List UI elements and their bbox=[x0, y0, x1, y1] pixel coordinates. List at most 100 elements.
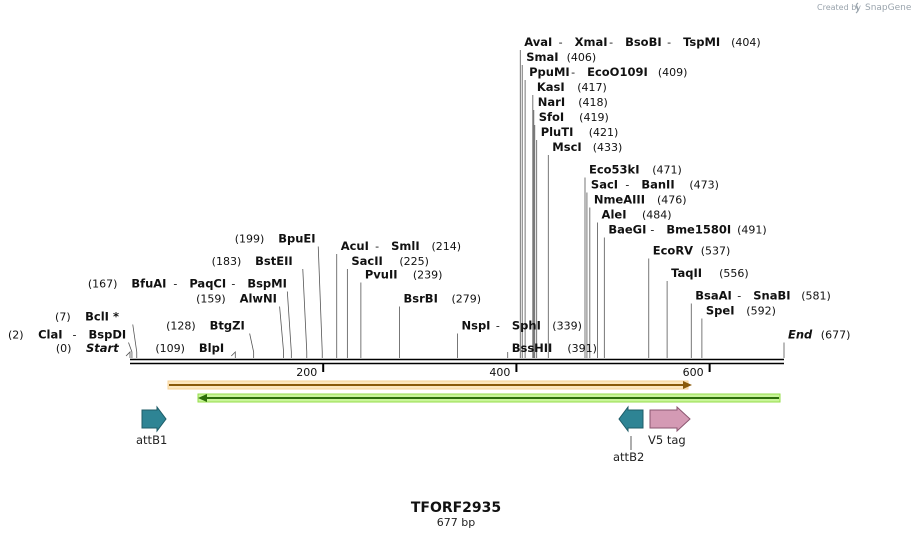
site-connector-line bbox=[249, 333, 255, 358]
site-position: (421) bbox=[589, 126, 619, 139]
site-separator: - bbox=[571, 66, 575, 79]
site-enzyme-name: KasI bbox=[537, 80, 565, 94]
site-bsrbi[interactable]: BsrBI (279) bbox=[404, 292, 482, 306]
site-enzyme-name: PluTI bbox=[541, 125, 574, 139]
site-end[interactable]: End (677) bbox=[788, 328, 850, 342]
site-separator: - bbox=[625, 179, 629, 192]
site-separator: - bbox=[650, 224, 654, 237]
site-bfuai[interactable]: (167) BfuAI - PaqCI - BspMI bbox=[88, 277, 287, 291]
site-enzyme-name: PpuMI bbox=[529, 65, 570, 79]
site-alei[interactable]: AleI (484) bbox=[602, 208, 672, 222]
site-clai[interactable]: (2) ClaI - BspDI bbox=[8, 328, 126, 342]
site-bcli-[interactable]: (7) BclI * bbox=[55, 310, 119, 324]
site-alwni[interactable]: (159) AlwNI bbox=[196, 292, 277, 306]
site-nspi[interactable]: NspI - SphI (339) bbox=[461, 319, 581, 333]
site-ecorv[interactable]: EcoRV (537) bbox=[653, 244, 731, 258]
site-position: (418) bbox=[578, 96, 608, 109]
brand-name: SnapGene bbox=[865, 3, 912, 13]
site-enzyme-name: BpuEI bbox=[278, 232, 315, 246]
site-enzyme-name: AcuI bbox=[341, 239, 369, 253]
site-ppumi[interactable]: PpuMI - EcoO109I (409) bbox=[529, 65, 687, 79]
site-enzyme-name: SnaBI bbox=[753, 289, 790, 303]
site-enzyme-name: PvuII bbox=[365, 268, 398, 282]
attb1-feature[interactable]: attB1 bbox=[136, 405, 167, 447]
site-separator: - bbox=[667, 36, 671, 49]
site-position: (0) bbox=[56, 342, 72, 355]
site-enzyme-name: NspI bbox=[461, 319, 490, 333]
site-position: (471) bbox=[652, 164, 682, 177]
site-enzyme-name: AleI bbox=[602, 208, 627, 222]
site-position: (7) bbox=[55, 311, 71, 324]
site-position: (491) bbox=[737, 224, 767, 237]
site-enzyme-name: BspMI bbox=[247, 277, 287, 291]
site-enzyme-name: BssHII bbox=[512, 341, 553, 355]
site-position: (128) bbox=[166, 320, 196, 333]
site-sfoi[interactable]: SfoI (419) bbox=[539, 110, 609, 124]
site-enzyme-name: SpeI bbox=[706, 304, 735, 318]
site-position: (239) bbox=[413, 269, 443, 282]
site-avai[interactable]: AvaI - XmaI - BsoBI - TspMI (404) bbox=[524, 35, 760, 49]
site-position: (225) bbox=[399, 255, 429, 268]
site-pluti[interactable]: PluTI (421) bbox=[541, 125, 619, 139]
site-btgzi[interactable]: (128) BtgZI bbox=[166, 319, 245, 333]
site-acui[interactable]: AcuI - SmlI (214) bbox=[341, 239, 461, 253]
site-enzyme-name: Bme1580I bbox=[666, 223, 731, 237]
attb2-feature[interactable]: attB2 bbox=[613, 405, 644, 464]
site-enzyme-name: SacI bbox=[591, 178, 618, 192]
site-enzyme-name: End bbox=[788, 328, 813, 342]
site-position: (433) bbox=[593, 141, 623, 154]
site-taqii[interactable]: TaqII (556) bbox=[671, 266, 749, 280]
site-kasi[interactable]: KasI (417) bbox=[537, 80, 607, 94]
site-position: (537) bbox=[701, 245, 731, 258]
site-enzyme-name: TaqII bbox=[671, 266, 702, 280]
site-enzyme-name: BanII bbox=[641, 178, 674, 192]
v5-tag-label: V5 tag bbox=[648, 433, 686, 447]
site-msci[interactable]: MscI (433) bbox=[552, 140, 622, 154]
site-separator: - bbox=[231, 278, 235, 291]
site-spei[interactable]: SpeI (592) bbox=[706, 304, 776, 318]
site-position: (581) bbox=[801, 290, 831, 303]
site-separator: - bbox=[496, 320, 500, 333]
site-smai[interactable]: SmaI (406) bbox=[526, 50, 596, 64]
map-length: 677 bp bbox=[437, 516, 475, 529]
site-saci[interactable]: SacI - BanII (473) bbox=[591, 178, 719, 192]
site-enzyme-name: SacII bbox=[351, 254, 382, 268]
orf-bar-forward[interactable] bbox=[167, 380, 692, 390]
site-nmeaiii[interactable]: NmeAIII (476) bbox=[594, 193, 687, 207]
site-sacii[interactable]: SacII (225) bbox=[351, 254, 429, 268]
v5-tag-feature[interactable]: V5 tag bbox=[648, 405, 691, 447]
ruler-tick-label: 400 bbox=[489, 366, 510, 379]
site-baegi[interactable]: BaeGI - Bme1580I (491) bbox=[608, 223, 766, 237]
site-start[interactable]: (0) Start bbox=[56, 341, 119, 355]
site-bsaai[interactable]: BsaAI - SnaBI (581) bbox=[695, 289, 831, 303]
orf-bar-reverse[interactable] bbox=[197, 393, 781, 403]
snapgene-logo-icon bbox=[855, 2, 859, 14]
site-position: (419) bbox=[579, 111, 609, 124]
site-position: (391) bbox=[567, 342, 597, 355]
site-nari[interactable]: NarI (418) bbox=[538, 95, 608, 109]
site-lines bbox=[125, 50, 785, 358]
site-separator: - bbox=[609, 36, 613, 49]
ruler-tick-label: 600 bbox=[683, 366, 704, 379]
site-enzyme-name: BsrBI bbox=[404, 292, 438, 306]
site-enzyme-name: Start bbox=[86, 341, 119, 355]
created-by-text: Created by bbox=[817, 3, 861, 12]
site-bsteii[interactable]: (183) BstEII bbox=[212, 254, 293, 268]
attb1-label: attB1 bbox=[136, 433, 167, 447]
site-bsshii[interactable]: BssHII (391) bbox=[512, 341, 597, 355]
site-blpi[interactable]: (109) BlpI bbox=[155, 341, 224, 355]
site-eco53ki[interactable]: Eco53kI (471) bbox=[589, 163, 682, 177]
site-enzyme-name: XmaI bbox=[575, 35, 608, 49]
site-bpuei[interactable]: (199) BpuEI bbox=[235, 232, 316, 246]
site-enzyme-name: ClaI bbox=[38, 328, 62, 342]
site-enzyme-name: BlpI bbox=[199, 341, 224, 355]
site-enzyme-name: EcoO109I bbox=[587, 65, 648, 79]
site-position: (339) bbox=[552, 320, 582, 333]
site-pvuii[interactable]: PvuII (239) bbox=[365, 268, 443, 282]
site-position: (473) bbox=[689, 179, 719, 192]
site-separator: - bbox=[737, 290, 741, 303]
site-position: (409) bbox=[658, 66, 688, 79]
site-separator: - bbox=[73, 329, 77, 342]
site-position: (556) bbox=[719, 267, 749, 280]
